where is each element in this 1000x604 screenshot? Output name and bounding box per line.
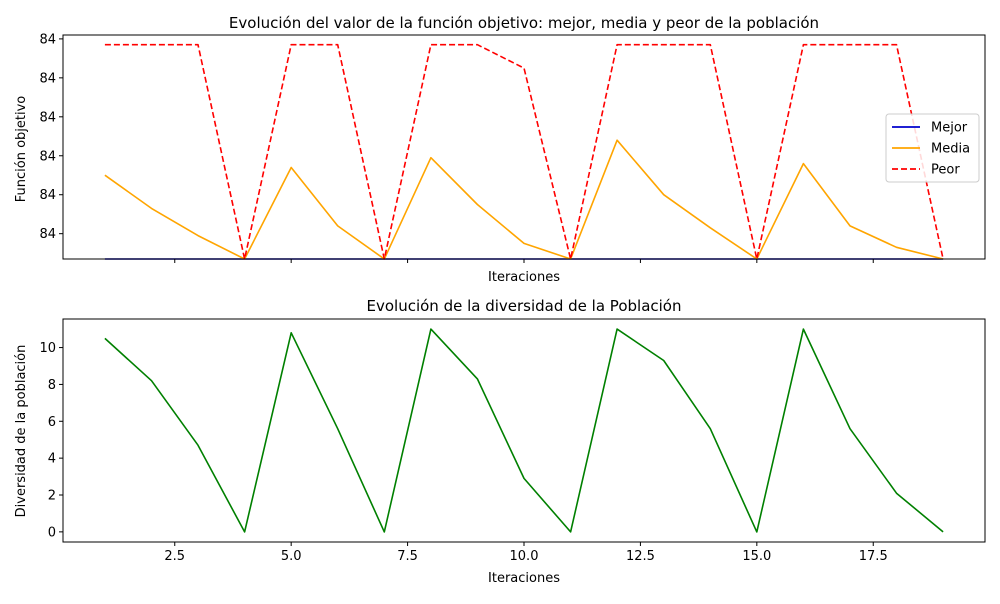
objective-y-tick-label: 84 bbox=[39, 32, 56, 47]
diversity-y-tick-label: 0 bbox=[48, 525, 56, 540]
diversity-chart-ylabel: Diversidad de la población bbox=[14, 345, 29, 518]
objective-chart-ylabel: Función objetivo bbox=[14, 96, 29, 203]
legend-label-media: Media bbox=[931, 142, 970, 157]
diversity-x-tick-label: 5.0 bbox=[281, 549, 302, 564]
objective-legend: Mejor Media Peor bbox=[885, 113, 980, 183]
diversity-x-tick-label: 15.0 bbox=[742, 549, 771, 564]
objective-series-line-media bbox=[104, 139, 944, 260]
objective-series-line-peor bbox=[104, 43, 944, 260]
objective-y-tick-label: 84 bbox=[39, 188, 56, 203]
diversity-series-line-0 bbox=[104, 328, 944, 533]
objective-chart-xlabel: Iteraciones bbox=[488, 270, 560, 285]
diversity-x-tick-label: 17.5 bbox=[859, 549, 888, 564]
diversity-y-tick-label: 6 bbox=[48, 415, 56, 430]
legend-label-peor: Peor bbox=[931, 163, 960, 178]
objective-plot-area: 84 84 84 84 84 84 bbox=[39, 32, 986, 263]
objective-axes-frame bbox=[62, 34, 986, 260]
diversity-x-tick-label: 10.0 bbox=[510, 549, 539, 564]
objective-chart-title: Evolución del valor de la función objeti… bbox=[229, 14, 819, 32]
objective-y-tick-label: 84 bbox=[39, 71, 56, 86]
diversity-chart-xlabel: Iteraciones bbox=[488, 571, 560, 586]
diversity-axes-frame bbox=[62, 318, 986, 543]
diversity-chart-title: Evolución de la diversidad de la Poblaci… bbox=[367, 297, 682, 315]
diversity-x-tick-label: 7.5 bbox=[397, 549, 418, 564]
diversity-y-tick-label: 10 bbox=[39, 341, 56, 356]
objective-y-tick-label: 84 bbox=[39, 110, 56, 125]
diversity-x-tick-label: 2.5 bbox=[164, 549, 185, 564]
diversity-y-tick-label: 2 bbox=[48, 489, 56, 504]
objective-y-tick-label: 84 bbox=[39, 149, 56, 164]
diversity-y-tick-label: 4 bbox=[48, 452, 56, 467]
diversity-x-tick-label: 12.5 bbox=[626, 549, 655, 564]
legend-label-mejor: Mejor bbox=[931, 121, 968, 136]
diversity-y-tick-label: 8 bbox=[48, 378, 56, 393]
diversity-plot-area: 0 2 4 6 8 10 2.5 5.0 7.5 10.0 12.5 15.0 17.5 bbox=[39, 318, 986, 564]
legend-box bbox=[885, 113, 980, 183]
objective-y-tick-label: 84 bbox=[39, 227, 56, 242]
